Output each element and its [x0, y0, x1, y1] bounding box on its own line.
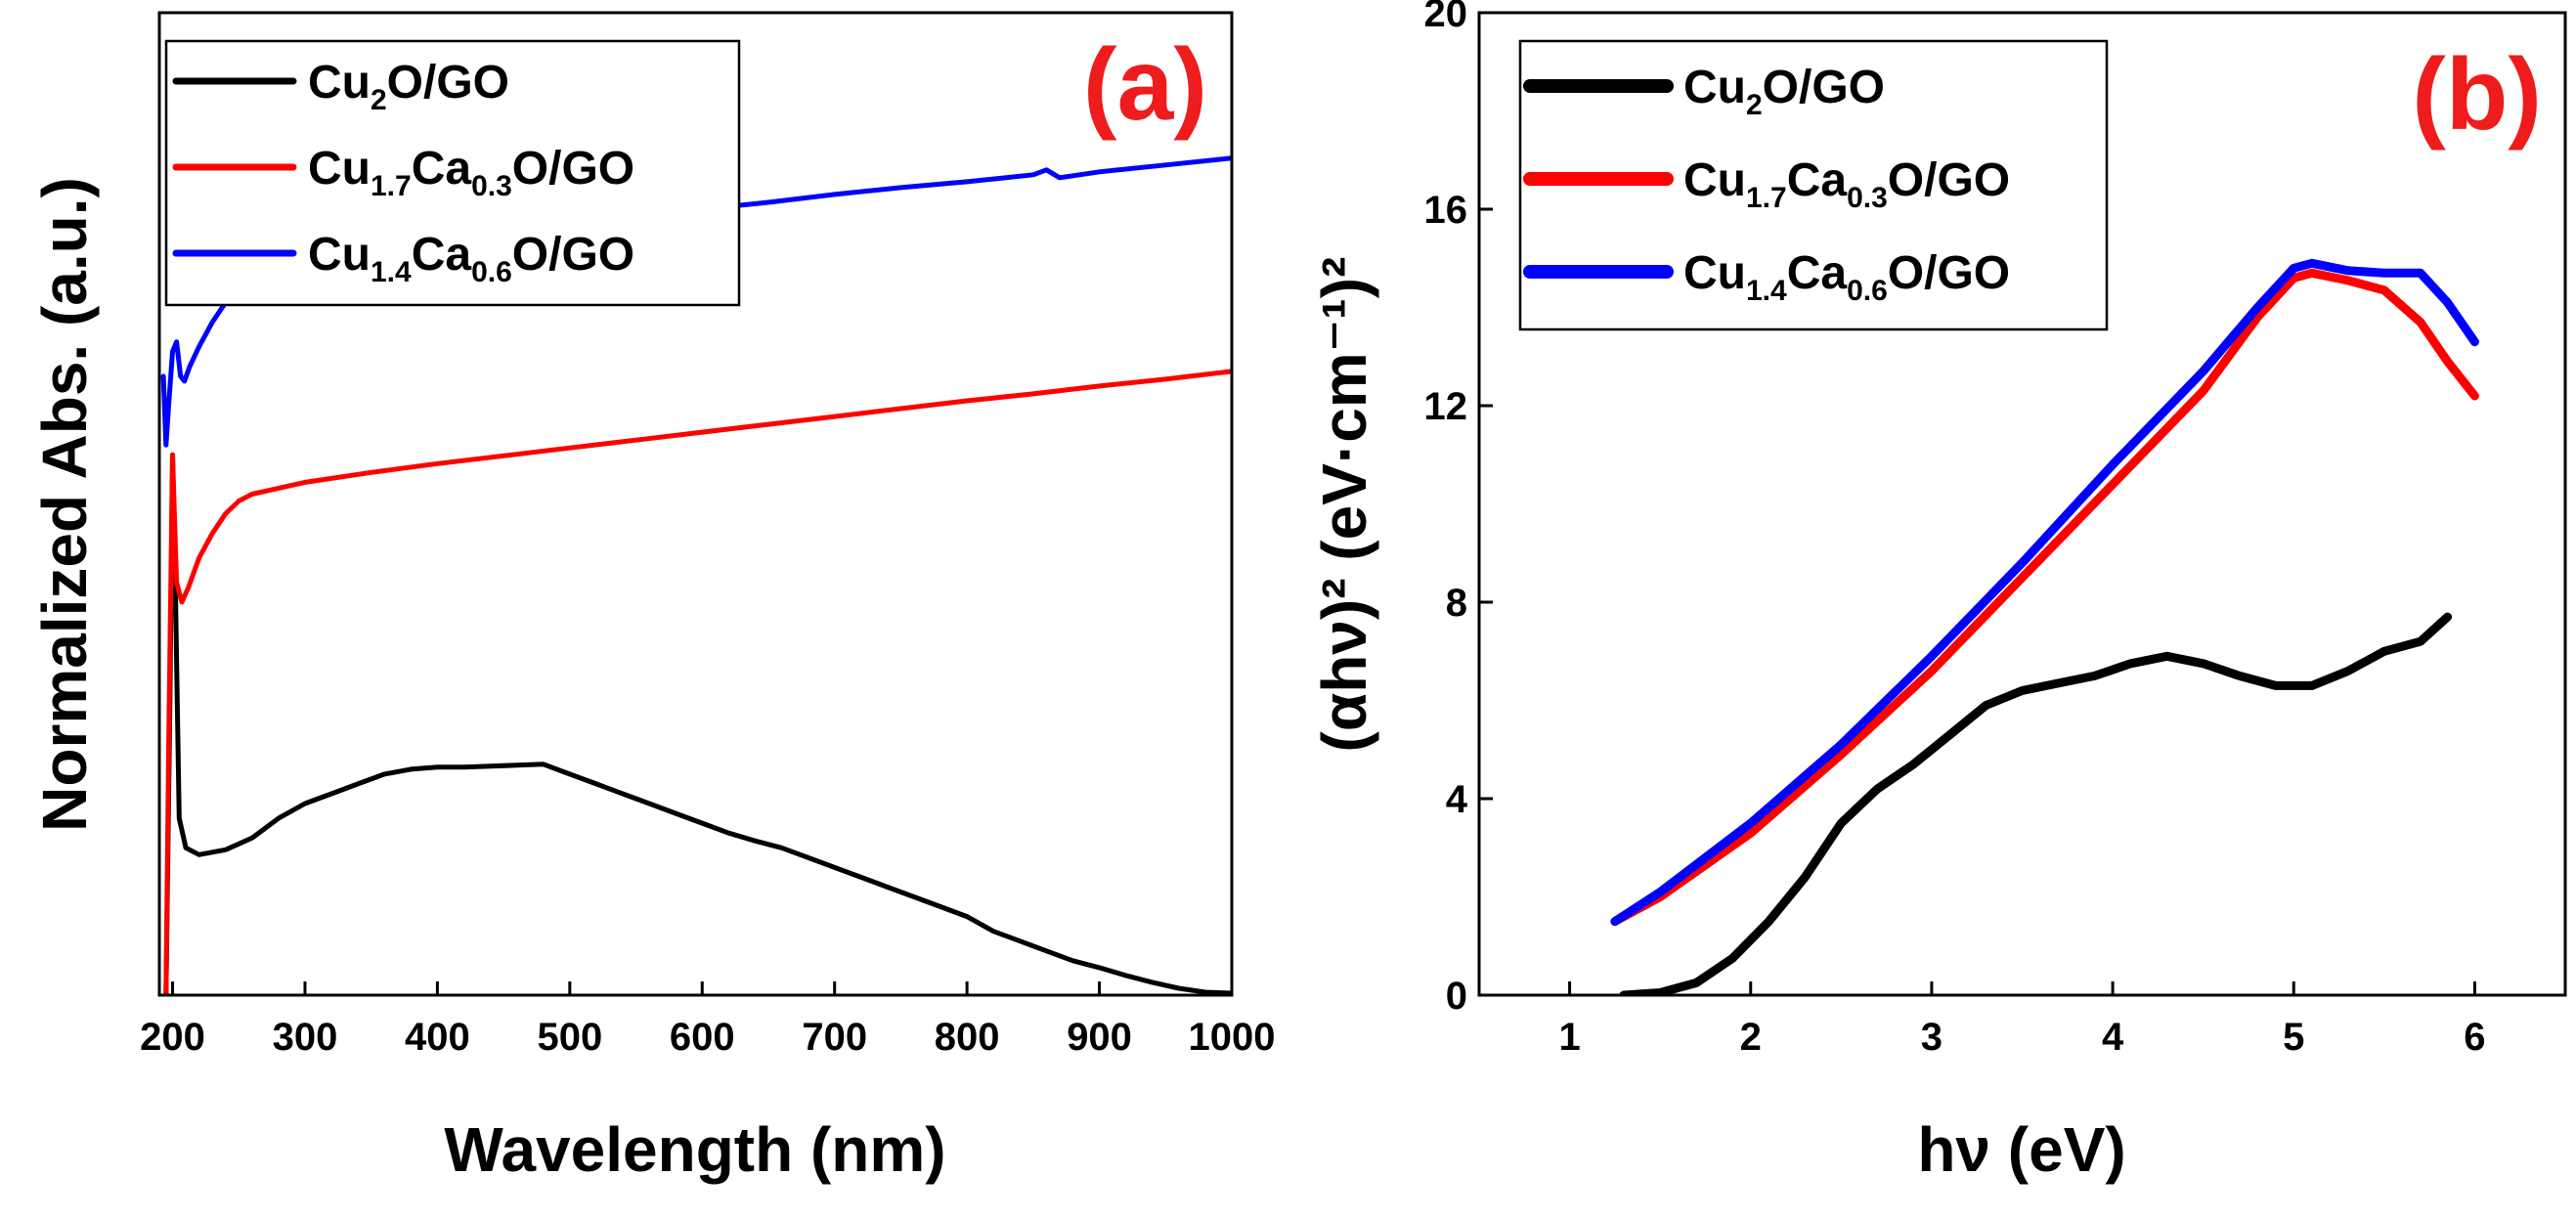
panel-a-xtick-label: 300	[273, 1016, 338, 1059]
panel-a-xtick-label: 800	[935, 1016, 1000, 1059]
panel-a-legend-label-3: Cu1.4Ca0.6O/GO	[308, 229, 634, 288]
panel-a-xtick-label: 400	[405, 1016, 470, 1059]
panel-b-xtick-label: 2	[1740, 1016, 1762, 1059]
panel-b-series-line-2	[1610, 268, 2479, 927]
panel-a-legend-label-1: Cu2O/GO	[308, 57, 509, 116]
panel-a-series-line-2	[163, 369, 1232, 995]
panel-b-ytick-label: 4	[1446, 778, 1468, 821]
panel-b-legend-label-1: Cu2O/GO	[1683, 62, 1885, 121]
panel-a-legend-box	[164, 39, 741, 307]
panel-b-ytick-label: 8	[1446, 582, 1467, 625]
panel-b-xlabel: hν (eV)	[1917, 1114, 2125, 1185]
panel-b-frame	[1477, 11, 2567, 997]
panel-a-xtick-label: 700	[802, 1016, 867, 1059]
panel-b-xtick-label: 4	[2102, 1016, 2124, 1059]
panel-a-xticks: 200 300 400 500 600 700 800 900 1000	[140, 981, 1275, 1059]
panel-b-legend: Cu2O/GO Cu1.7Ca0.3O/GO Cu1.4Ca0.6O/GO	[1518, 39, 2109, 331]
panel-b-xtick-label: 6	[2464, 1016, 2485, 1059]
panel-a-xtick-label: 500	[537, 1016, 602, 1059]
panel-a-legend-label-2: Cu1.7Ca0.3O/GO	[308, 143, 634, 202]
panel-b-xticks: 1 2 3 4 5 6	[1558, 981, 2486, 1059]
panel-a: 200 300 400 500 600 700 800 900 1000 Cu2O/GO Cu1.…	[29, 11, 1275, 1185]
panel-b-xtick-label: 5	[2283, 1016, 2304, 1059]
panel-a-ylabel: Normalized Abs. (a.u.)	[29, 177, 100, 832]
panel-a-xtick-label: 200	[140, 1016, 205, 1059]
panel-a-label: (a)	[1083, 28, 1207, 142]
panel-a-frame	[157, 11, 1234, 997]
panel-a-xtick-label: 1000	[1189, 1016, 1276, 1059]
panel-b-ylabel: (αhν)² (eV·cm⁻¹)²	[1309, 257, 1379, 753]
panel-b-legend-label-2: Cu1.7Ca0.3O/GO	[1683, 154, 2010, 214]
panel-b-series-line-1	[1619, 612, 2453, 995]
panel-b-ytick-label: 16	[1424, 189, 1468, 232]
panel-b-legend-label-3: Cu1.4Ca0.6O/GO	[1683, 247, 2010, 307]
panel-a-series-line-1	[163, 452, 1232, 995]
panel-a-legend: Cu2O/GO Cu1.7Ca0.3O/GO Cu1.4Ca0.6O/GO	[164, 39, 741, 307]
panel-b-xtick-label: 3	[1921, 1016, 1943, 1059]
panel-a-xlabel: Wavelength (nm)	[444, 1114, 945, 1185]
panel-a-xtick-label: 600	[670, 1016, 735, 1059]
panel-b-label: (b)	[2412, 38, 2542, 152]
panel-a-xtick-label: 900	[1067, 1016, 1132, 1059]
panel-b-ytick-label: 20	[1424, 0, 1468, 35]
panel-b-xtick-label: 1	[1558, 1016, 1580, 1059]
panel-b-yticks: 0 4 8 12 16 20	[1424, 0, 1493, 1018]
panel-b-ytick-label: 0	[1446, 975, 1467, 1018]
panel-b-series-group	[1610, 258, 2479, 995]
panel-b-series-line-3	[1610, 258, 2479, 927]
panel-b-ytick-label: 12	[1424, 385, 1468, 428]
